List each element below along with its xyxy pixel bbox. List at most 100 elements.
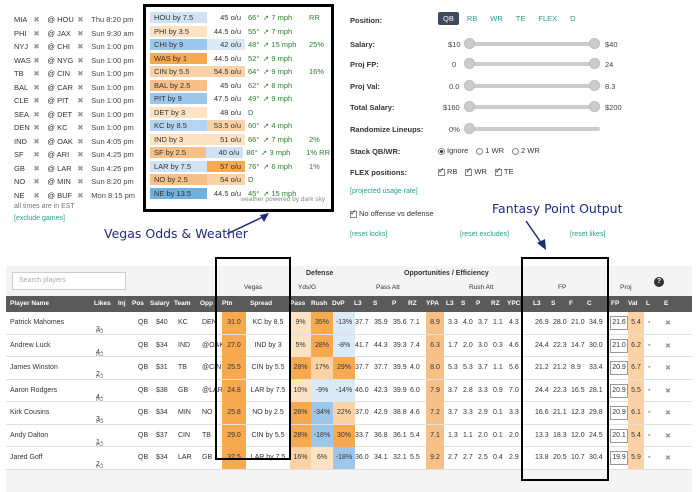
table-row[interactable]: Patrick Mahomes QB $40 KC DEN 37.7 35.9 35.6 7.1… [6, 312, 692, 335]
exclude-icon[interactable]: ✖ [33, 42, 40, 52]
stack-option[interactable]: Ignore [438, 146, 468, 155]
exclude-icon[interactable]: ✖ [77, 136, 84, 146]
no-offense-option[interactable]: No offense vs defense [350, 208, 434, 218]
exclude-icon[interactable]: ✖ [665, 432, 671, 440]
stack-radio[interactable] [438, 147, 445, 155]
flex-option[interactable]: WR [465, 166, 487, 176]
lock-icon[interactable]: ▪ [648, 341, 651, 349]
flex-option[interactable]: RB [438, 166, 457, 176]
column-header[interactable]: Pos [132, 300, 144, 307]
thumbs-up-icon[interactable]: 👍︎ [96, 395, 104, 403]
reset-locks-link[interactable]: [reset locks] [350, 231, 388, 238]
exclude-icon[interactable]: ✖ [665, 365, 671, 372]
column-header[interactable]: Pass [290, 300, 306, 307]
thumbs-up-icon[interactable]: 👍︎ [96, 350, 104, 358]
column-header[interactable]: F [569, 300, 573, 307]
exclude-icon[interactable]: ✖ [33, 163, 40, 173]
help-icon[interactable]: ? [654, 277, 664, 287]
exclude-icon[interactable]: ✖ [33, 28, 40, 38]
flex-checkbox[interactable] [494, 166, 502, 176]
position-qb-button[interactable]: QB [438, 12, 459, 25]
exclude-icon[interactable]: ✖ [33, 109, 40, 119]
position-flex-button[interactable]: FLEX [538, 14, 558, 23]
flex-option[interactable]: TE [494, 166, 514, 176]
position-wr-button[interactable]: WR [490, 14, 503, 23]
thumbs-up-icon[interactable]: 👍︎ [96, 418, 104, 425]
thumbs-up-icon[interactable]: 👍︎ [96, 463, 104, 470]
exclude-icon[interactable]: ✖ [33, 15, 40, 25]
exclude-games-link[interactable]: [exclude games] [14, 215, 65, 222]
projfp-max-handle[interactable] [589, 58, 600, 69]
exclude-icon[interactable]: ✖ [665, 455, 671, 462]
column-header[interactable]: L [646, 300, 650, 307]
column-header[interactable]: P [476, 300, 481, 307]
column-header[interactable]: YPC [507, 300, 521, 307]
thumbs-up-icon[interactable]: 👍︎ [96, 328, 104, 335]
proj-fp-input[interactable]: 20.1 [610, 428, 628, 443]
lock-icon[interactable]: ▪ [648, 454, 651, 461]
salary-min-handle[interactable] [464, 38, 475, 49]
column-header[interactable]: C [587, 300, 592, 307]
projfp-min-handle[interactable] [464, 58, 475, 69]
column-header[interactable]: DvP [332, 300, 345, 307]
salary-max-handle[interactable] [589, 38, 600, 49]
column-header[interactable]: S [373, 300, 378, 307]
table-row[interactable]: Aaron Rodgers QB $38 GB @LAR 46.0 42.3 39.9 6.0 3… [6, 379, 692, 403]
proj-fp-input[interactable]: 21.0 [610, 338, 628, 353]
proj-fp-input[interactable]: 19.9 [610, 451, 628, 465]
proj-fp-input[interactable]: 20.9 [610, 383, 628, 398]
stack-radio[interactable] [512, 147, 520, 155]
column-header[interactable]: P [392, 300, 397, 307]
table-row[interactable]: Jared Goff QB $34 LAR GB 36.0 34.1 32.1 5.5 2.7 2.… [6, 447, 692, 470]
exclude-icon[interactable]: ✖ [77, 69, 84, 79]
projfp-slider[interactable] [470, 62, 600, 66]
position-d-button[interactable]: D [570, 14, 576, 23]
exclude-icon[interactable]: ✖ [77, 15, 84, 25]
exclude-icon[interactable]: ✖ [77, 42, 84, 52]
lock-icon[interactable]: ▪ [648, 409, 651, 416]
position-rb-button[interactable]: RB [466, 14, 478, 23]
column-header[interactable]: Player Name [10, 300, 50, 307]
thumbs-up-icon[interactable]: 👍︎ [96, 440, 104, 448]
column-header[interactable]: E [664, 300, 669, 307]
projval-slider[interactable] [470, 84, 600, 88]
total-salary-max-handle[interactable] [589, 101, 600, 112]
exclude-icon[interactable]: ✖ [77, 177, 84, 187]
exclude-icon[interactable]: ✖ [33, 55, 40, 65]
projval-min-handle[interactable] [464, 80, 475, 91]
exclude-icon[interactable]: ✖ [33, 136, 40, 146]
exclude-icon[interactable]: ✖ [33, 190, 40, 200]
exclude-icon[interactable]: ✖ [33, 177, 40, 187]
projected-usage-link[interactable]: [projected usage rate] [350, 188, 418, 195]
exclude-icon[interactable]: ✖ [33, 69, 40, 79]
column-header[interactable]: FP [611, 300, 620, 307]
stack-option[interactable]: 1 WR [476, 146, 504, 155]
lock-icon[interactable]: ▪ [648, 431, 651, 439]
total-salary-min-handle[interactable] [464, 101, 475, 112]
exclude-icon[interactable]: ✖ [33, 82, 40, 92]
column-header[interactable]: YPA [426, 300, 439, 307]
total-salary-slider[interactable] [470, 105, 600, 109]
randomize-handle[interactable] [464, 123, 475, 134]
column-header[interactable]: RZ [491, 300, 500, 307]
lock-icon[interactable]: ▪ [648, 319, 651, 326]
column-header[interactable]: Likes [94, 300, 111, 307]
column-header[interactable]: Rush [311, 300, 328, 307]
proj-fp-input[interactable]: 20.9 [610, 406, 628, 420]
projval-max-handle[interactable] [589, 80, 600, 91]
exclude-icon[interactable]: ✖ [77, 96, 84, 106]
column-header[interactable]: Inj [118, 300, 126, 307]
exclude-icon[interactable]: ✖ [77, 150, 84, 160]
column-header[interactable]: S [461, 300, 466, 307]
column-header[interactable]: Val [628, 300, 638, 307]
exclude-icon[interactable]: ✖ [33, 150, 40, 160]
lock-icon[interactable]: ▪ [648, 386, 651, 394]
exclude-icon[interactable]: ✖ [77, 123, 84, 133]
exclude-icon[interactable]: ✖ [665, 387, 671, 395]
proj-fp-input[interactable]: 20.9 [610, 361, 628, 375]
lock-icon[interactable]: ▪ [648, 364, 651, 371]
exclude-icon[interactable]: ✖ [665, 342, 671, 350]
reset-excludes-link[interactable]: [reset excludes] [460, 231, 510, 238]
exclude-icon[interactable]: ✖ [665, 320, 671, 327]
randomize-slider[interactable] [470, 127, 600, 131]
